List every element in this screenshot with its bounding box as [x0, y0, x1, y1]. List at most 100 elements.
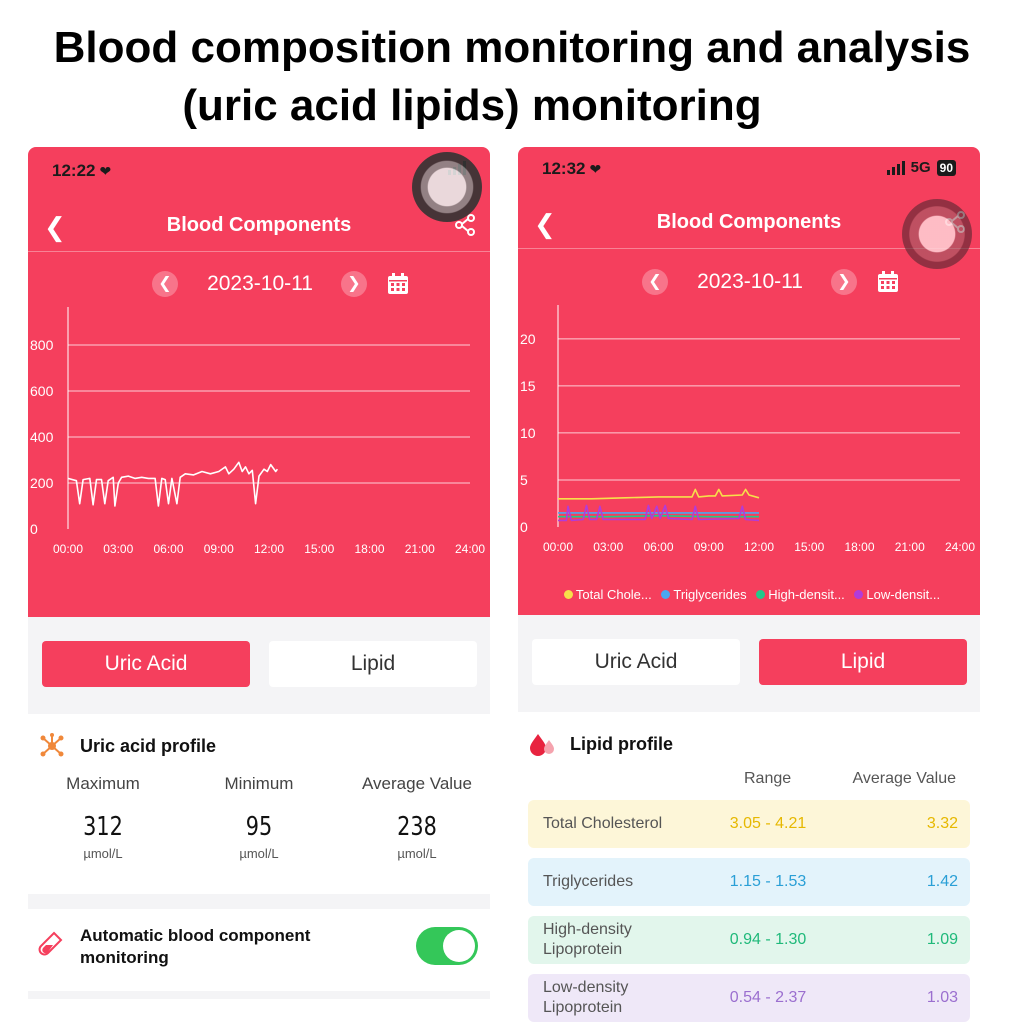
test-tube-icon [38, 931, 63, 956]
x-tick-label: 03:00 [593, 540, 623, 554]
tab-uric-acid[interactable]: Uric Acid [42, 641, 250, 687]
legend-triglycerides: Triglycerides [673, 587, 747, 602]
x-tick-label: 18:00 [354, 542, 384, 556]
auto-monitor-card: Automatic blood component monitoring [28, 909, 490, 991]
y-tick-label: 800 [30, 337, 54, 353]
legend-dot [756, 590, 766, 599]
x-tick-label: 00:00 [53, 542, 83, 556]
date-selector: ❮ 2023-10-11 ❯ [28, 269, 490, 299]
lipid-average: 1.03 [926, 989, 958, 1006]
uric-acid-chart: 0 200 400 600 800 00:00 03:00 06:00 09:00 12:00 15… [30, 307, 485, 556]
legend-dot [563, 590, 573, 599]
lipid-range: 0.94 - 1.30 [729, 931, 807, 948]
uric-acid-profile-card: Uric acid profile Maximum 312 µmol/L Min… [28, 714, 490, 894]
range-header: Range [744, 770, 792, 787]
x-tick-label: 21:00 [895, 540, 925, 554]
headline-line-1: Blood composition monitoring and analysi… [53, 23, 971, 72]
calendar-icon[interactable] [876, 270, 900, 294]
stat-value: 238 [397, 812, 437, 842]
type-tabs: Uric Acid Lipid [532, 639, 967, 687]
lipid-average: 1.09 [926, 931, 958, 948]
selected-date[interactable]: 2023-10-11 [697, 270, 803, 293]
stat-average: Average Value 238 µmol/L [342, 774, 490, 861]
headline-line-2: (uric acid lipids) monitoring [182, 81, 762, 130]
y-tick-label: 20 [520, 331, 536, 347]
series-line-3 [558, 504, 760, 522]
tab-uric-acid[interactable]: Uric Acid [532, 639, 740, 685]
calendar-icon[interactable] [386, 272, 410, 296]
x-tick-label: 12:00 [254, 542, 284, 556]
type-tabs: Uric Acid Lipid [42, 641, 477, 689]
next-date-button[interactable]: ❯ [831, 269, 857, 295]
legend-total-cholesterol: Total Chole... [575, 587, 652, 602]
y-tick-label: 5 [520, 472, 528, 488]
x-tick-label: 06:00 [643, 540, 673, 554]
chart-legend: Total Chole... Triglycerides High-densit… [518, 587, 980, 602]
x-tick-label: 24:00 [455, 542, 485, 556]
legend-dot [854, 590, 864, 599]
lipid-range: 1.15 - 1.53 [729, 873, 807, 890]
y-tick-label: 600 [30, 383, 54, 399]
profile-title: Lipid profile [570, 733, 673, 754]
series-line-0 [558, 488, 760, 500]
x-tick-label: 18:00 [844, 540, 874, 554]
page-title: Blood Components [166, 214, 352, 236]
y-tick-label: 0 [30, 521, 38, 537]
touch-indicator [902, 199, 972, 269]
lipid-range: 0.54 - 2.37 [729, 989, 807, 1006]
lipid-chart: 0 5 10 15 20 00:00 03:00 06:00 09:00 12:00 15:00 18… [520, 305, 975, 554]
x-tick-label: 15:00 [794, 540, 824, 554]
average-header: Average Value [852, 770, 956, 787]
x-tick-label: 12:00 [744, 540, 774, 554]
tab-lipid[interactable]: Lipid [759, 639, 967, 685]
x-tick-label: 00:00 [543, 540, 573, 554]
lipid-name: High-density Lipoprotein [543, 921, 632, 958]
selected-date[interactable]: 2023-10-11 [207, 272, 313, 295]
heart-icon: ❤ [589, 161, 602, 177]
lipid-row: Low-density Lipoprotein 0.54 - 2.37 1.03 [528, 974, 970, 1022]
back-icon[interactable]: ❮ [534, 209, 556, 239]
legend-hdl: High-densit... [768, 587, 845, 602]
stat-value: 95 [245, 812, 273, 842]
x-tick-label: 06:00 [153, 542, 183, 556]
series-line-2 [558, 514, 759, 518]
lipid-range: 3.05 - 4.21 [729, 815, 807, 832]
lipid-name: Low-density Lipoprotein [543, 979, 629, 1016]
status-time: 12:22 [52, 161, 96, 180]
status-bar: 12:22 ❤ [52, 157, 466, 185]
tab-lipid[interactable]: Lipid [269, 641, 477, 687]
share-icon[interactable] [454, 214, 476, 236]
date-selector: ❮ 2023-10-11 ❯ [518, 267, 980, 297]
back-icon[interactable]: ❮ [44, 212, 66, 242]
prev-date-button[interactable]: ❮ [642, 269, 668, 295]
lipid-average: 1.42 [926, 873, 958, 890]
status-time: 12:32 [542, 159, 586, 178]
profile-title: Uric acid profile [80, 735, 217, 756]
molecule-icon [40, 733, 64, 757]
legend-ldl: Low-densit... [866, 587, 941, 602]
status-bar: 12:32 ❤ 5G 90 [542, 155, 956, 183]
uric-acid-screen: 12:22 ❤ ❮ Blood Components ❮ 2023-10-11 ❯… [28, 147, 490, 1024]
lipid-row: Total Cholesterol 3.05 - 4.21 3.32 [528, 800, 970, 848]
x-tick-label: 21:00 [405, 542, 435, 556]
lipid-screen: 12:32 ❤ 5G 90 ❮ Blood Components ❮ 2023-1… [518, 147, 980, 1024]
touch-indicator [412, 152, 482, 222]
chart-header-panel: 12:22 ❤ ❮ Blood Components ❮ 2023-10-11 ❯… [28, 147, 490, 617]
page-title: Blood Components [656, 211, 842, 233]
prev-date-button[interactable]: ❮ [152, 271, 178, 297]
stat-maximum: Maximum 312 µmol/L [28, 774, 178, 861]
y-tick-label: 400 [30, 429, 54, 445]
lipid-average: 3.32 [926, 815, 958, 832]
auto-monitor-toggle[interactable] [416, 927, 478, 965]
x-tick-label: 24:00 [945, 540, 975, 554]
stat-value: 312 [83, 812, 123, 842]
lipid-profile-card: Lipid profile Range Average Value Total … [518, 712, 980, 1024]
stat-minimum: Minimum 95 µmol/L [184, 774, 334, 861]
signal-icon [886, 160, 905, 175]
x-tick-label: 09:00 [204, 542, 234, 556]
lipid-row: Triglycerides 1.15 - 1.53 1.42 [528, 858, 970, 906]
next-date-button[interactable]: ❯ [341, 271, 367, 297]
y-tick-label: 15 [520, 378, 536, 394]
battery-level: 90 [936, 159, 956, 176]
legend-dot [661, 590, 671, 599]
